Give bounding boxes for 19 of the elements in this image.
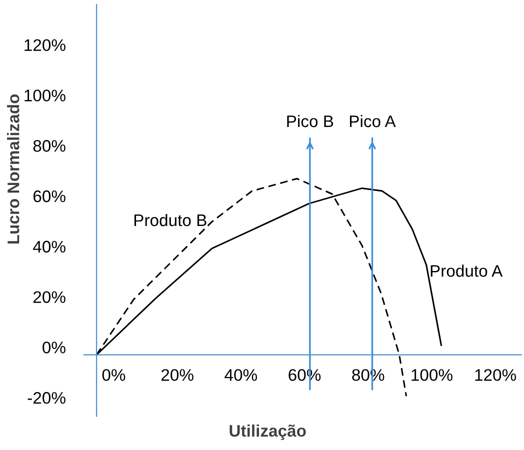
y-tick-label: 80% [33, 140, 66, 152]
series-label: Produto A [430, 264, 503, 277]
x-tick-label: 100% [412, 369, 452, 381]
y-tick-label: 120% [24, 39, 66, 52]
x-axis-title: Utilização [230, 424, 306, 440]
y-tick-label: 100% [24, 90, 66, 102]
y-tick-label: 60% [33, 190, 66, 202]
x-tick-label: 20% [161, 369, 194, 381]
y-tick-label: 0% [42, 342, 66, 354]
x-tick-label: 120% [475, 369, 516, 381]
ref-line-label: Pico A [350, 114, 396, 128]
x-tick-label: 0% [102, 369, 126, 381]
y-tick-label: -20% [28, 392, 66, 404]
series-label: Produto B [134, 214, 206, 226]
y-tick-label: 40% [33, 240, 66, 253]
x-tick-label: 40% [224, 369, 258, 381]
ref-line-label: Pico B [287, 114, 334, 128]
y-tick-label: 20% [33, 291, 66, 304]
y-axis-title: Lucro Normalizado [7, 94, 20, 244]
